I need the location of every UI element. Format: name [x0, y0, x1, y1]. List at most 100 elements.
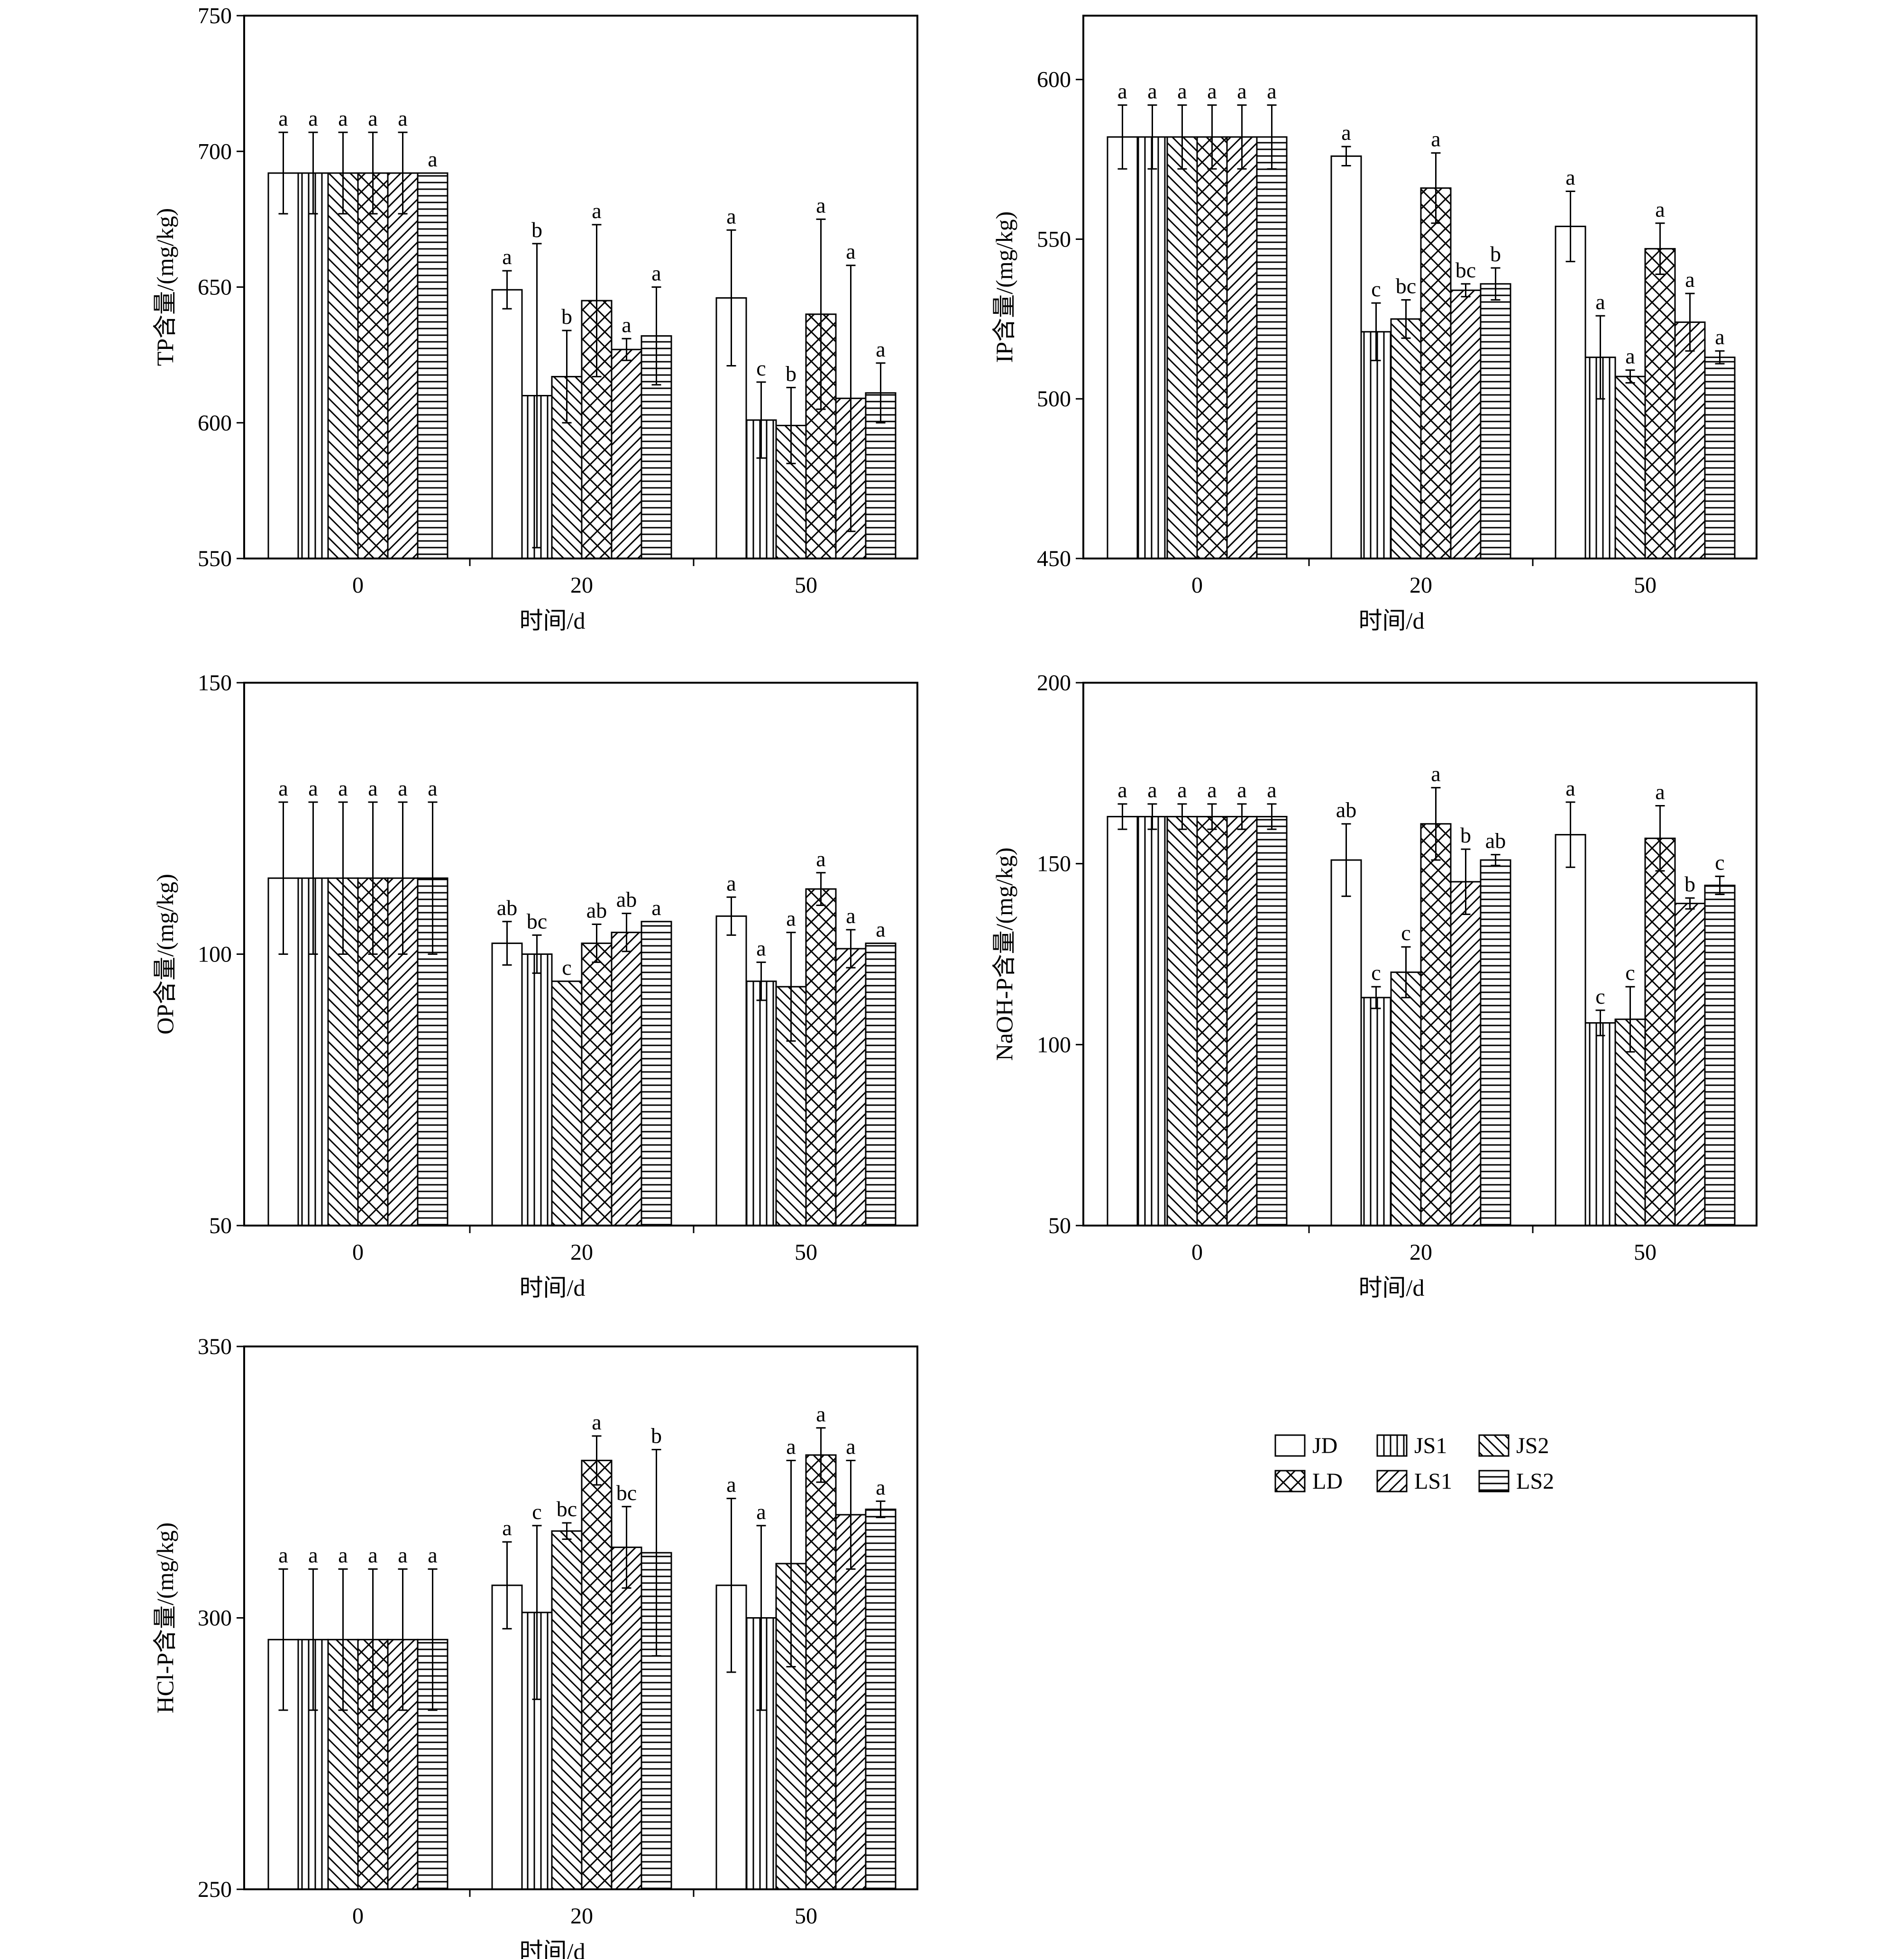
error-bar-JS1-50 [756, 1525, 766, 1711]
sig-label-JS2-50: a [786, 906, 796, 931]
legend-item-LS2: LS2 [1478, 1469, 1554, 1494]
sig-label-JS2-20: bc [557, 1497, 577, 1521]
error-bar-JD-50 [726, 1498, 736, 1673]
error-bar-JS2-50 [786, 386, 796, 465]
error-bar-JS2-50 [1625, 369, 1635, 384]
sig-label-LS1-50: a [846, 239, 855, 264]
legend-label: JS1 [1414, 1433, 1447, 1458]
bar-JD-50 [1555, 226, 1586, 559]
error-bar-LS2-20 [651, 1449, 661, 1657]
sig-label-JD-0: a [278, 106, 288, 130]
error-bar-LS1-20 [1461, 283, 1471, 298]
error-bar-JS2-50 [1625, 986, 1635, 1053]
sig-label-LS1-20: a [622, 312, 631, 337]
bar-LS1-50 [1674, 321, 1706, 559]
error-bar-JS2-0 [1177, 104, 1187, 170]
y-tick-label: 150 [1037, 851, 1071, 877]
error-bar-JS1-20 [532, 243, 542, 549]
error-bar-LS2-0 [1267, 104, 1277, 170]
sig-label-LS1-50: a [846, 904, 855, 928]
error-bar-JS1-50 [1595, 1009, 1605, 1036]
error-bar-JS1-20 [1371, 302, 1381, 361]
sig-label-LS1-0: a [398, 106, 407, 130]
error-bar-LS1-20 [622, 338, 632, 361]
error-bar-JS1-0 [1147, 803, 1157, 830]
error-bar-JS1-20 [1371, 986, 1381, 1009]
error-bar-LD-20 [592, 224, 602, 377]
x-tick-label: 20 [570, 573, 593, 598]
sig-label-LD-50: a [816, 1402, 825, 1426]
sig-label-JS1-0: a [1147, 778, 1157, 802]
y-tick-label: 200 [1037, 670, 1071, 696]
sig-label-JS1-20: c [1371, 961, 1381, 985]
error-bar-JD-20 [502, 1541, 512, 1629]
y-tick-label: 50 [1048, 1213, 1071, 1238]
x-tick-label: 20 [570, 1904, 593, 1929]
bar-LS1-20 [611, 1547, 642, 1890]
error-bar-JS2-0 [1177, 803, 1187, 830]
bar-JS2-50 [1614, 375, 1646, 559]
sig-label-JS1-50: a [756, 936, 766, 961]
y-tick-label: 650 [198, 275, 232, 300]
sig-label-LD-0: a [1207, 79, 1217, 103]
error-bar-LD-50 [816, 872, 826, 906]
error-bar-LS1-50 [846, 1459, 856, 1570]
y-tick-label: 150 [198, 670, 232, 696]
x-tick-label: 50 [795, 1240, 817, 1265]
y-tick-label: 450 [1037, 546, 1071, 571]
bar-LS1-20 [611, 932, 642, 1227]
error-bar-JD-20 [1341, 146, 1351, 167]
sig-label-JS2-20: b [561, 304, 572, 329]
plot-frame [1082, 15, 1758, 559]
error-bar-JS1-0 [1147, 104, 1157, 170]
sig-label-LS1-20: bc [1455, 258, 1476, 282]
bar-JS2-20 [551, 1530, 583, 1890]
x-axis-title: 时间/d [520, 1938, 586, 1959]
error-bar-JD-50 [726, 896, 736, 936]
error-bar-LS1-20 [622, 913, 632, 952]
x-tick-label: 50 [795, 1904, 817, 1929]
sig-label-LD-0: a [368, 106, 377, 130]
error-bar-LS1-0 [398, 801, 408, 955]
bar-LS1-50 [1674, 903, 1706, 1227]
sig-label-LS2-20: ab [1485, 829, 1506, 853]
bar-JS1-20 [521, 953, 553, 1227]
y-tick-label: 100 [1037, 1032, 1071, 1057]
sig-label-JS1-50: c [1595, 984, 1605, 1008]
sig-label-LS2-0: a [428, 1543, 437, 1567]
x-axis-title: 时间/d [1359, 1274, 1425, 1301]
sig-label-JS1-50: c [756, 356, 766, 380]
sig-label-LS1-20: b [1460, 823, 1471, 847]
sig-label-JS2-0: a [338, 106, 348, 130]
error-bar-LS2-50 [1715, 350, 1725, 365]
sig-label-LS1-50: b [1684, 872, 1695, 896]
legend-label: LS1 [1414, 1469, 1452, 1494]
error-bar-LD-50 [1655, 222, 1665, 275]
legend-item-JD: JD [1274, 1433, 1337, 1458]
error-bar-JS2-20 [1401, 946, 1411, 998]
error-bar-JD-0 [278, 131, 288, 215]
x-tick-label: 0 [352, 1904, 364, 1929]
bar-LS2-50 [1704, 884, 1736, 1227]
error-bar-JS2-50 [786, 1459, 796, 1668]
bar-LS1-20 [611, 348, 642, 559]
error-bar-LD-0 [368, 131, 378, 215]
sig-label-LD-0: a [1207, 778, 1217, 802]
bar-JD-20 [491, 289, 523, 559]
error-bar-LD-0 [1207, 104, 1217, 170]
bar-LD-20 [581, 1459, 613, 1890]
y-tick-label: 500 [1037, 386, 1071, 412]
bar-LS2-20 [641, 921, 672, 1227]
error-bar-JS1-20 [532, 934, 542, 974]
error-bar-LS1-0 [1237, 803, 1247, 830]
legend: JD JS1 JS2 LD LS1 LS2 [1274, 1433, 1554, 1494]
bar-LS1-0 [387, 172, 419, 559]
y-axis-title: HCl-P含量/(mg/kg) [152, 1522, 178, 1713]
error-bar-JD-50 [726, 229, 736, 367]
bar-LS1-50 [835, 948, 867, 1227]
bar-LD-0 [1196, 815, 1228, 1227]
error-bar-LS1-20 [622, 1506, 632, 1589]
x-axis-title: 时间/d [520, 607, 586, 634]
